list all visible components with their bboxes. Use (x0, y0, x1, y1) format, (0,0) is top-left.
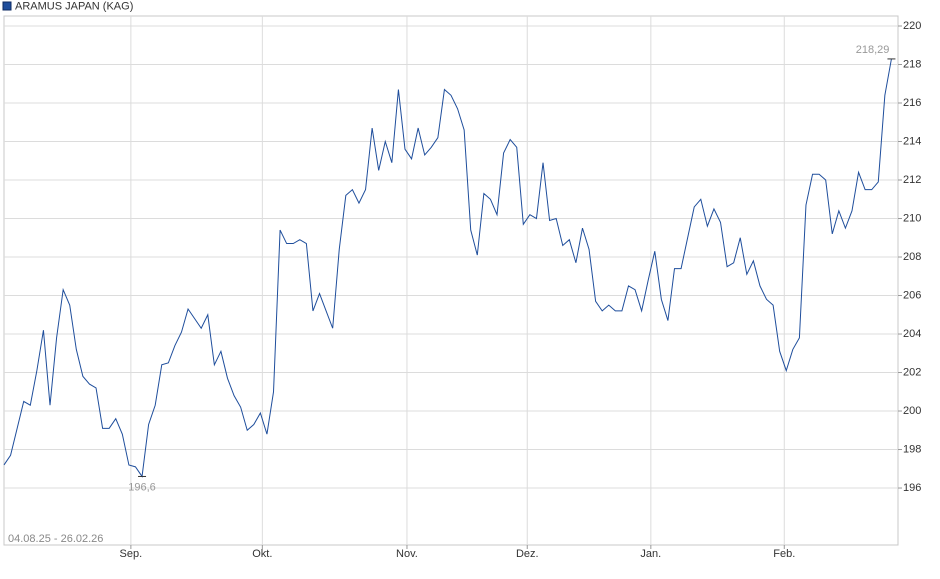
price-line (3, 58, 892, 478)
y-tick-label: 198 (903, 443, 921, 455)
legend-swatch (2, 1, 12, 11)
x-tick-label: Okt. (252, 548, 272, 560)
y-tick-label: 204 (903, 328, 921, 340)
y-tick-label: 218 (903, 58, 921, 70)
y-tick-label: 202 (903, 366, 921, 378)
x-tick-label: Nov. (396, 548, 418, 560)
y-tick-label: 214 (903, 135, 921, 147)
x-tick-label: Sep. (120, 548, 143, 560)
plot-frame (3, 15, 899, 546)
y-tick-label: 196 (903, 482, 921, 494)
x-tick-label: Feb. (773, 548, 795, 560)
y-tick-label: 200 (903, 405, 921, 417)
legend-label: ARAMUS JAPAN (KAG) (15, 0, 133, 12)
last-label: 218,29 (856, 44, 890, 56)
date-range: 04.08.25 - 26.02.26 (8, 533, 103, 545)
y-tick-label: 212 (903, 174, 921, 186)
x-tick-label: Jan. (640, 548, 661, 560)
y-tick-label: 220 (903, 20, 921, 32)
min-label: 196,6 (128, 481, 156, 493)
x-tick-label: Dez. (516, 548, 539, 560)
y-tick-label: 206 (903, 289, 921, 301)
y-tick-label: 210 (903, 212, 921, 224)
y-tick-label: 208 (903, 251, 921, 263)
y-tick-label: 216 (903, 97, 921, 109)
